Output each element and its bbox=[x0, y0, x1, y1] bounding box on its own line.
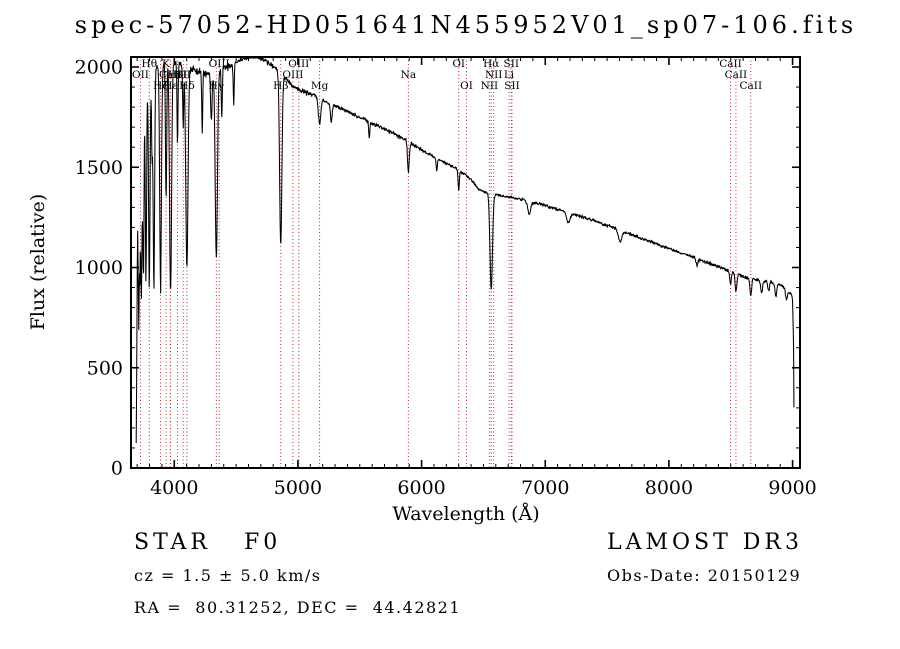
velocity-text: cz = 1.5 ± 5.0 km/s bbox=[134, 566, 322, 585]
spectral-line-label: Mg bbox=[311, 80, 329, 92]
spectral-line-label: SII bbox=[504, 80, 520, 92]
y-tick-label: 2000 bbox=[75, 57, 123, 79]
x-tick-label: 7000 bbox=[521, 477, 569, 499]
spectral-line-label: OI bbox=[460, 80, 473, 92]
spectral-line-label: OIII bbox=[288, 58, 309, 70]
spectral-line-label: NII bbox=[485, 69, 502, 81]
spectral-line-label: Hθ bbox=[142, 58, 157, 70]
spectral-line-label: K bbox=[162, 58, 170, 70]
spectral-line-label: OIII bbox=[282, 69, 303, 81]
spectrum-curve bbox=[135, 57, 795, 444]
spectral-line-label: Na bbox=[401, 69, 416, 81]
y-tick-label: 1000 bbox=[75, 257, 123, 279]
spectral-line-label: OI bbox=[452, 58, 465, 70]
x-tick-label: 4000 bbox=[150, 477, 198, 499]
x-tick-label: 6000 bbox=[397, 477, 445, 499]
y-tick-label: 500 bbox=[87, 357, 123, 379]
spectral-line-label: Li bbox=[504, 69, 515, 81]
spectral-line-label: OII bbox=[132, 69, 149, 81]
x-axis-title: Wavelength (Å) bbox=[392, 503, 539, 525]
spectral-line-label: CaII bbox=[740, 80, 763, 92]
spectral-line-label: Hδ bbox=[179, 80, 194, 92]
spectral-line-label: Hβ bbox=[273, 80, 288, 92]
object-class-text: STAR F0 bbox=[134, 530, 281, 555]
spectral-line-label: SII bbox=[175, 69, 191, 81]
plot-title: spec-57052-HD051641N455952V01_sp07-106.f… bbox=[75, 11, 857, 39]
coordinates-text: RA = 80.31252, DEC = 44.42821 bbox=[134, 598, 461, 617]
spectral-line-label: Hα bbox=[483, 58, 499, 70]
spectral-line-label: SII bbox=[504, 58, 520, 70]
obs-date-text: Obs-Date: 20150129 bbox=[607, 566, 801, 585]
x-tick-label: 8000 bbox=[645, 477, 693, 499]
spectral-line-label: Hε bbox=[163, 80, 178, 92]
spectral-line-label: Hγ bbox=[209, 80, 224, 92]
plot-frame bbox=[130, 56, 801, 469]
survey-release-text: LAMOST DR3 bbox=[607, 530, 803, 555]
y-tick-label: 0 bbox=[111, 458, 123, 480]
spectral-line-label: CaII bbox=[725, 69, 748, 81]
chart-layer: 4000 5000 6000 7000 8000 9000 0 500 1000 1500 2000… bbox=[75, 56, 817, 499]
y-axis-title: Flux (relative) bbox=[27, 194, 49, 331]
spectral-line-label: CaII bbox=[719, 58, 742, 70]
y-tick-label: 1500 bbox=[75, 157, 123, 179]
x-tick-label: 9000 bbox=[768, 477, 816, 499]
x-tick-label: 5000 bbox=[274, 477, 322, 499]
spectral-line-label: NII bbox=[481, 80, 498, 92]
